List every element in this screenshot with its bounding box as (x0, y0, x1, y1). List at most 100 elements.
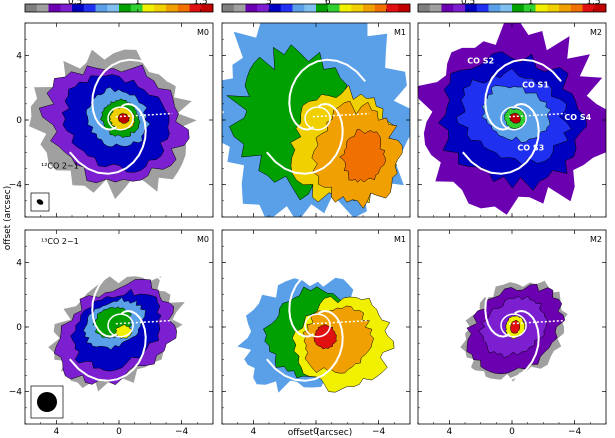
component-annotation: CO S1 (522, 81, 549, 90)
component-annotation: CO S4 (564, 113, 591, 122)
x-tick-label: 0 (313, 427, 319, 437)
colorbar-swatch (130, 4, 143, 12)
x-tick-label: 4 (53, 427, 59, 437)
panel-label: M0 (197, 28, 209, 37)
colorbar-tick-label: 1 (135, 0, 141, 7)
y-tick-label: −4 (9, 181, 23, 191)
component-annotation: CO S2 (467, 56, 494, 65)
colorbar-tick-label: 5 (266, 0, 272, 7)
colorbar-swatch (304, 4, 317, 12)
spiral-arm (266, 309, 344, 382)
inner-ring (304, 313, 331, 338)
panel-label: M2 (590, 28, 602, 37)
panel-r1c2: M1 (221, 22, 411, 218)
bar-line (312, 112, 370, 118)
intensity-contour (339, 128, 386, 183)
colorbar-tick-label: 0.5 (68, 0, 82, 7)
y-axis-title: offset (arcsec) (3, 186, 13, 251)
bar-line (312, 319, 370, 325)
x-axis-title: offset (arcsec) (288, 428, 353, 438)
colorbar-swatch (245, 4, 258, 12)
bar-line (115, 112, 173, 118)
colorbar-2: 5 6 7 (221, 0, 411, 13)
colorbar-swatch (441, 4, 454, 12)
x-tick-label: 4 (250, 427, 256, 437)
spiral-arm (91, 265, 169, 338)
colorbar-swatch (374, 4, 387, 12)
intensity-contour (313, 324, 337, 350)
colorbar-swatch (257, 4, 270, 12)
colorbar-swatch (25, 4, 38, 12)
colorbar-swatch (327, 4, 340, 12)
y-tick-label: 4 (16, 51, 22, 61)
colorbar-tick-label: 6 (325, 0, 331, 7)
y-tick-label: 0 (16, 116, 22, 126)
colorbar-swatch (201, 4, 214, 12)
colorbar-swatch (582, 4, 595, 12)
spiral-arm (288, 265, 366, 338)
colorbar-swatch (189, 4, 202, 12)
colorbar-swatch (351, 4, 364, 12)
colorbar-swatch (570, 4, 583, 12)
colorbar-swatch (280, 4, 293, 12)
colorbar-swatch (292, 4, 305, 12)
x-tick-label: 0 (509, 427, 515, 437)
panel-r1c1: 4 0 −4 M0 ¹²CO 2−1 (9, 22, 214, 218)
colorbar-swatch (95, 4, 108, 12)
colorbar-swatch (166, 4, 179, 12)
inner-ring (107, 106, 134, 131)
colorbar-3: 0.5 1 1.5 (417, 0, 607, 13)
inner-ring (500, 106, 527, 131)
colorbar-swatch (523, 4, 536, 12)
colorbar-swatch (398, 4, 411, 12)
x-tick-label: 4 (446, 427, 452, 437)
colorbar-swatch (386, 4, 399, 12)
panel-r2c2: 4 0 −4 M1 (221, 229, 411, 437)
colorbar-swatch (547, 4, 560, 12)
colorbar-swatch (142, 4, 155, 12)
intensity-contour (117, 112, 131, 124)
colorbar-swatch (488, 4, 501, 12)
spiral-arm (462, 309, 540, 382)
inner-ring (500, 313, 527, 338)
spiral-arm (91, 58, 169, 131)
inner-ring (304, 106, 331, 131)
colorbar-swatch (119, 4, 132, 12)
spiral-arm (484, 265, 562, 338)
colorbar-swatch (512, 4, 525, 12)
colorbar-frame (417, 3, 607, 13)
spiral-arm (69, 309, 147, 382)
x-tick-label: 0 (116, 427, 122, 437)
colorbar-swatch (36, 4, 49, 12)
colorbar-swatch (222, 4, 235, 12)
line-label: ¹²CO 2−1 (41, 162, 79, 171)
panel-label: M1 (394, 28, 406, 37)
colorbar-tick-label: 7 (384, 0, 390, 7)
bar-line (508, 319, 566, 325)
colorbar-swatch (83, 4, 96, 12)
colorbar-swatch (154, 4, 167, 12)
colorbar-swatch (269, 4, 282, 12)
x-tick-label: −4 (568, 427, 582, 437)
colorbar-swatch (559, 4, 572, 12)
panel-label: M1 (394, 235, 406, 244)
spiral-arm (462, 102, 540, 175)
colorbar-tick-label: 1.5 (586, 0, 600, 7)
y-tick-label: 4 (16, 258, 22, 268)
colorbar-swatch (500, 4, 513, 12)
colorbar-swatch (453, 4, 466, 12)
colorbar-1: 0.5 1 1.5 (24, 0, 214, 13)
panel-r2c1: 4 0 −4 4 0 −4 M0 ¹³CO 2−1 (9, 229, 214, 437)
colorbar-swatch (177, 4, 190, 12)
bar-line (115, 319, 173, 325)
colorbar-swatch (60, 4, 73, 12)
y-tick-label: −4 (9, 388, 23, 398)
colorbar-swatch (594, 4, 607, 12)
spiral-arm (484, 58, 562, 131)
colorbar-swatch (418, 4, 431, 12)
colorbar-swatch (72, 4, 85, 12)
x-tick-label: −4 (175, 427, 189, 437)
beam-ellipse (36, 199, 44, 205)
line-label: ¹³CO 2−1 (41, 237, 79, 246)
spiral-arm (266, 102, 344, 175)
